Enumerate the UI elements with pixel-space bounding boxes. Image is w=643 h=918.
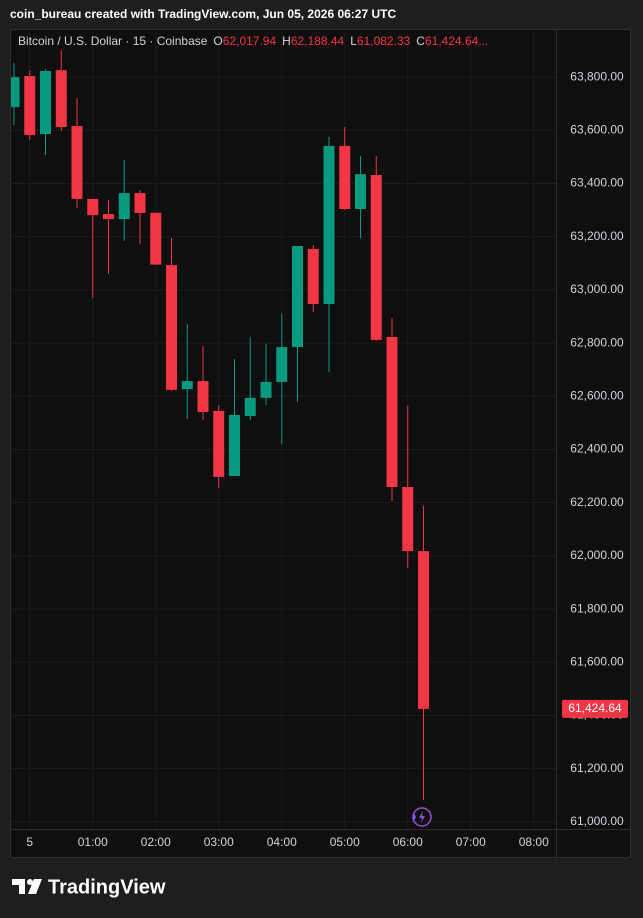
candle-body (213, 410, 225, 477)
x-tick-label: 01:00 (78, 835, 108, 849)
attribution: coin_bureau created with TradingView.com… (10, 7, 396, 21)
candle-body (166, 265, 177, 390)
candle-body (339, 145, 351, 210)
y-tick-label: 63,200.00 (570, 229, 624, 243)
candle-body (40, 70, 51, 135)
candle-body (386, 336, 398, 487)
x-tick-label: 04:00 (267, 835, 297, 849)
y-tick-label: 63,800.00 (570, 69, 624, 83)
x-tick-label: 08:00 (519, 835, 549, 849)
candle-body (55, 70, 67, 128)
candle-body (260, 381, 272, 398)
y-tick-label: 61,200.00 (570, 761, 624, 775)
plot (11, 50, 429, 800)
x-tick-label: 02:00 (141, 835, 171, 849)
y-tick-label: 63,400.00 (570, 176, 624, 190)
y-tick-label: 63,600.00 (570, 122, 624, 136)
x-tick-label: 05:00 (330, 835, 360, 849)
candle-body (24, 76, 36, 136)
candle-body (323, 145, 335, 304)
candle-body (181, 381, 193, 390)
candle-body (197, 381, 209, 412)
candle-body (292, 245, 303, 348)
candle-body (103, 214, 114, 220)
lightning-icon (412, 807, 432, 827)
legend-key: L (350, 34, 357, 48)
candle-body (307, 248, 319, 304)
candle-body (355, 174, 366, 210)
legend-value: 61,082.33 (356, 34, 411, 48)
candle-body (150, 212, 162, 265)
legend-ellipsis: ... (478, 34, 489, 48)
y-tick-label: 61,600.00 (570, 654, 624, 668)
x-tick-label: 5 (26, 835, 33, 849)
y-tick-label: 62,600.00 (570, 388, 624, 402)
y-tick-label: 62,400.00 (570, 442, 624, 456)
legend-key: O (213, 34, 223, 48)
legend-key: C (416, 34, 425, 48)
candle-body (134, 193, 146, 214)
y-tick-label: 63,000.00 (570, 282, 624, 296)
price-label-box (562, 699, 628, 718)
y-tick-label: 61,800.00 (570, 601, 624, 615)
candle-body (418, 551, 429, 709)
axes: 61,000.0061,200.0061,400.0061,600.0061,8… (26, 69, 628, 849)
legend-value: 62,188.44 (290, 34, 345, 48)
legend-key: H (282, 34, 291, 48)
candle-body (244, 397, 256, 416)
candle-body (276, 347, 288, 382)
brand-logo (12, 879, 42, 894)
candle-body (402, 486, 414, 552)
chart-pane (10, 29, 631, 858)
x-tick-label: 07:00 (456, 835, 486, 849)
candle-body (87, 198, 99, 216)
ohlc-legend: Bitcoin / U.S. Dollar · 15 · Coinbase O62… (18, 34, 488, 48)
legend-value: 62,017.94 (222, 34, 277, 48)
x-tick-label: 03:00 (204, 835, 234, 849)
candle-body (229, 414, 240, 477)
candle-body (11, 77, 20, 108)
y-tick-label: 61,000.00 (570, 814, 624, 828)
y-tick-label: 62,200.00 (570, 495, 624, 509)
y-tick-label: 62,800.00 (570, 335, 624, 349)
price-label: 61,424.64 (568, 701, 622, 715)
candle-body (118, 193, 130, 220)
candle-body (71, 126, 83, 199)
y-tick-label: 62,000.00 (570, 548, 624, 562)
symbol: Bitcoin / U.S. Dollar · 15 · Coinbase (18, 34, 208, 48)
brand-name: TradingView (48, 876, 166, 898)
x-tick-label: 06:00 (393, 835, 423, 849)
legend-value: 61,424.64 (424, 34, 479, 48)
candle-body (370, 174, 382, 340)
